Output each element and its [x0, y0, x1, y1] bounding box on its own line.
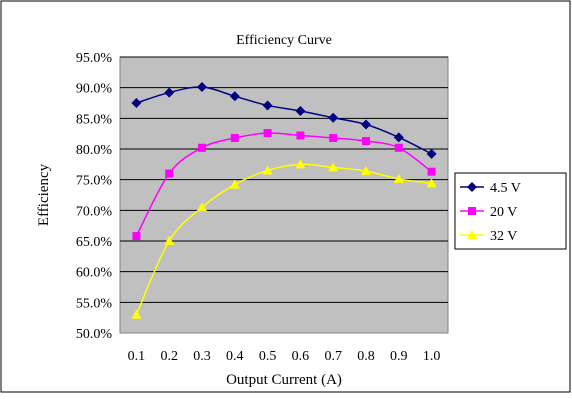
- data-point: [329, 133, 338, 142]
- data-point: [393, 174, 404, 184]
- series-0: [131, 82, 437, 159]
- x-tick-label: 0.4: [226, 349, 244, 364]
- legend-item: 20 V: [460, 205, 517, 220]
- legend-label: 32 V: [490, 229, 517, 244]
- data-point: [296, 131, 305, 140]
- data-point: [426, 148, 437, 159]
- y-tick-labels: 50.0% 55.0% 60.0% 65.0% 70.0% 75.0% 80.0% 85.0%…: [76, 51, 113, 342]
- data-point: [263, 129, 272, 138]
- data-point: [164, 87, 175, 98]
- x-tick-label: 0.8: [357, 349, 375, 364]
- x-axis-title: Output Current (A): [226, 372, 342, 388]
- series-1: [132, 129, 436, 241]
- y-tick-label: 90.0%: [76, 82, 113, 97]
- data-point: [361, 119, 371, 130]
- gridlines: [120, 56, 448, 303]
- series-line: [136, 86, 432, 155]
- data-point: [230, 133, 239, 142]
- data-point: [262, 100, 273, 111]
- legend-marker: [468, 207, 476, 215]
- legend-item: 32 V: [460, 229, 517, 244]
- x-tick-label: 0.9: [390, 349, 408, 364]
- data-point: [132, 232, 141, 241]
- y-tick-label: 50.0%: [76, 327, 113, 342]
- data-point: [198, 143, 206, 152]
- y-tick-label: 80.0%: [76, 143, 113, 158]
- data-point: [229, 179, 240, 189]
- data-point: [229, 91, 240, 102]
- y-tick-label: 95.0%: [76, 51, 113, 66]
- x-tick-label: 0.2: [160, 349, 178, 364]
- data-point: [131, 98, 142, 108]
- plot-area: [119, 56, 449, 334]
- legend-item: 4.5 V: [460, 181, 521, 196]
- y-tick-label: 75.0%: [76, 174, 113, 189]
- data-point: [131, 309, 142, 319]
- data-point: [328, 162, 339, 172]
- series-2: [131, 159, 437, 319]
- data-point: [197, 82, 207, 93]
- legend: 4.5 V 20 V 32 V: [454, 172, 567, 250]
- series-line: [135, 163, 432, 315]
- x-tick-label: 0.6: [292, 349, 310, 364]
- data-point: [328, 112, 339, 123]
- data-point: [427, 167, 436, 176]
- data-point: [362, 137, 370, 146]
- legend-label: 4.5 V: [490, 181, 521, 196]
- x-tick-label: 0.7: [324, 349, 342, 364]
- data-point: [262, 165, 273, 175]
- data-point: [165, 169, 174, 178]
- data-point: [295, 159, 306, 169]
- y-axis-title: Efficiency: [36, 163, 52, 226]
- data-point: [361, 166, 371, 176]
- x-tick-label: 0.5: [259, 349, 277, 364]
- x-tick-label: 0.3: [193, 349, 211, 364]
- data-point: [394, 143, 403, 152]
- data-point: [164, 236, 175, 245]
- y-tick-label: 65.0%: [76, 235, 113, 250]
- y-tick-label: 60.0%: [76, 266, 113, 281]
- x-tick-label: 1.0: [423, 349, 441, 364]
- legend-label: 20 V: [490, 205, 517, 220]
- legend-marker: [467, 182, 477, 192]
- x-tick-label: 0.1: [128, 349, 146, 364]
- data-point: [295, 105, 306, 116]
- data-point: [426, 178, 437, 188]
- legend-marker: [467, 230, 477, 239]
- y-tick-label: 85.0%: [76, 112, 113, 127]
- series-line: [135, 132, 433, 237]
- chart-title: Efficiency Curve: [236, 33, 332, 48]
- y-tick-label: 55.0%: [76, 296, 113, 311]
- series-layer: [131, 82, 437, 319]
- x-tick-labels: 0.1 0.2 0.3 0.4 0.5 0.6 0.7 0.8 0.9 1.0: [128, 349, 441, 364]
- data-point: [197, 202, 207, 212]
- y-tick-label: 70.0%: [76, 204, 113, 219]
- data-point: [393, 132, 404, 143]
